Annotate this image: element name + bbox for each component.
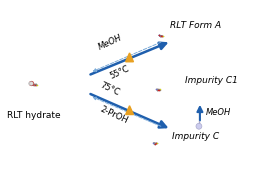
Point bbox=[155, 142, 159, 145]
Point bbox=[161, 34, 165, 37]
Point bbox=[153, 142, 157, 145]
Point bbox=[158, 34, 162, 37]
Point bbox=[155, 88, 159, 91]
Point bbox=[154, 142, 159, 145]
Text: 2-PrOH: 2-PrOH bbox=[98, 105, 129, 125]
Point bbox=[154, 88, 159, 91]
Point bbox=[159, 34, 163, 37]
Polygon shape bbox=[126, 53, 133, 62]
Point bbox=[154, 142, 158, 145]
Point bbox=[29, 82, 33, 85]
Point bbox=[29, 82, 33, 85]
Point bbox=[153, 141, 157, 144]
Text: MeOH: MeOH bbox=[206, 108, 231, 117]
Point bbox=[32, 83, 36, 86]
Point bbox=[157, 88, 161, 91]
Point bbox=[160, 34, 164, 37]
Point bbox=[158, 35, 162, 38]
Point bbox=[155, 88, 160, 91]
Point bbox=[31, 83, 35, 86]
Point bbox=[157, 88, 161, 91]
Point bbox=[31, 83, 35, 86]
Point bbox=[155, 88, 159, 91]
Point bbox=[156, 88, 160, 91]
Point bbox=[29, 82, 33, 85]
Point bbox=[157, 33, 161, 36]
Point bbox=[154, 142, 158, 145]
Point bbox=[30, 82, 34, 85]
Point bbox=[32, 84, 36, 87]
Point bbox=[152, 142, 156, 145]
Point bbox=[154, 142, 158, 145]
Point bbox=[32, 83, 36, 86]
Point bbox=[152, 142, 156, 145]
Point bbox=[33, 83, 37, 86]
Point bbox=[160, 34, 164, 37]
Polygon shape bbox=[126, 106, 133, 115]
Circle shape bbox=[196, 123, 202, 129]
Text: 55°C: 55°C bbox=[108, 64, 131, 81]
Point bbox=[152, 141, 156, 144]
Point bbox=[157, 34, 161, 37]
Point bbox=[157, 33, 161, 36]
Point bbox=[152, 142, 156, 145]
Text: RLT Form A: RLT Form A bbox=[170, 21, 222, 30]
Point bbox=[35, 83, 39, 86]
Point bbox=[157, 34, 161, 37]
Point bbox=[160, 34, 164, 37]
Point bbox=[32, 84, 36, 87]
Point bbox=[155, 88, 159, 91]
Point bbox=[29, 81, 33, 84]
Point bbox=[158, 35, 162, 38]
Point bbox=[34, 83, 38, 86]
Point bbox=[159, 35, 163, 38]
Text: MeOH: MeOH bbox=[97, 33, 123, 52]
Point bbox=[28, 82, 32, 85]
Point bbox=[155, 88, 160, 91]
Point bbox=[30, 83, 34, 86]
Point bbox=[158, 88, 162, 91]
Point bbox=[154, 88, 158, 91]
Text: Impurity C: Impurity C bbox=[172, 132, 219, 141]
Point bbox=[34, 83, 39, 86]
Point bbox=[33, 84, 37, 87]
Point bbox=[29, 82, 33, 85]
Text: 75°C: 75°C bbox=[99, 81, 121, 98]
Point bbox=[30, 83, 34, 86]
Point bbox=[153, 142, 157, 145]
Point bbox=[156, 88, 160, 91]
Point bbox=[157, 88, 161, 91]
Point bbox=[159, 34, 163, 37]
Point bbox=[155, 142, 159, 145]
Text: Impurity C1: Impurity C1 bbox=[185, 76, 238, 85]
Point bbox=[156, 88, 160, 91]
Point bbox=[158, 35, 162, 38]
Point bbox=[34, 83, 38, 86]
Point bbox=[158, 88, 162, 91]
Point bbox=[151, 141, 155, 144]
Point bbox=[158, 34, 162, 37]
Point bbox=[153, 142, 157, 145]
Point bbox=[32, 82, 36, 85]
Text: RLT hydrate: RLT hydrate bbox=[7, 111, 61, 120]
Point bbox=[31, 83, 35, 86]
Point bbox=[31, 82, 35, 85]
Point bbox=[160, 35, 164, 38]
Point bbox=[34, 83, 38, 86]
